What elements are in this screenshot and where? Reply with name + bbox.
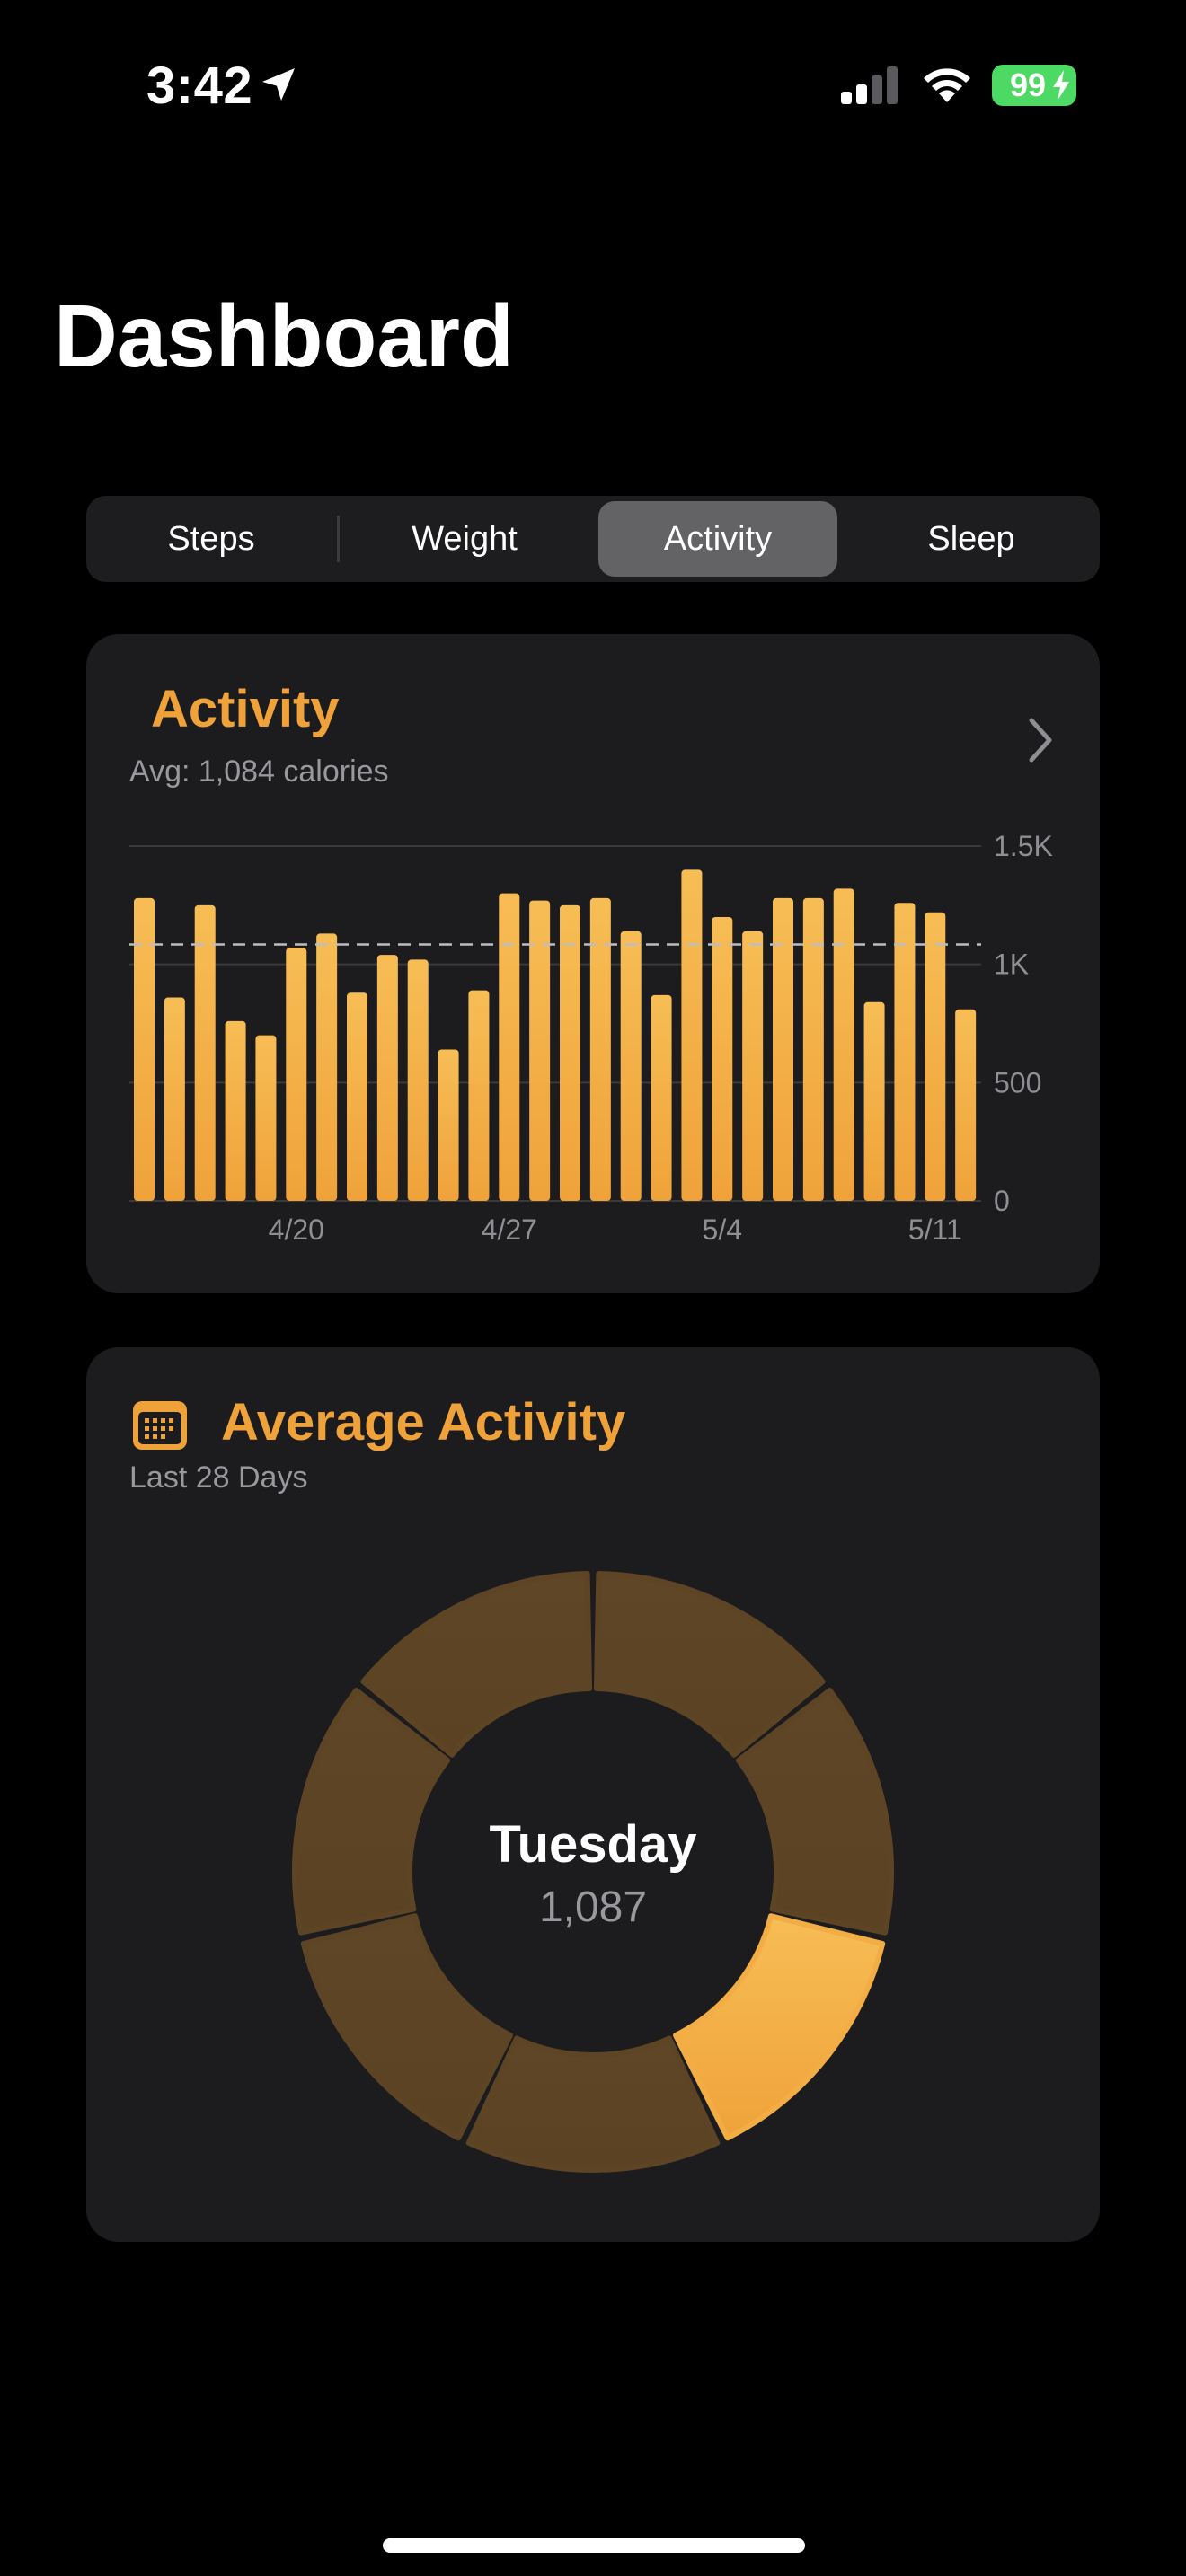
- x-tick-label: 5/11: [908, 1213, 962, 1246]
- activity-bar: [164, 997, 185, 1201]
- activity-bar: [286, 948, 307, 1201]
- battery-level: 99: [1009, 66, 1047, 103]
- donut-segment-monday[interactable]: [735, 1688, 894, 1936]
- activity-bar: [833, 888, 854, 1201]
- activity-bar: [255, 1035, 277, 1201]
- x-tick-label: 5/4: [703, 1213, 742, 1246]
- status-time: 3:42: [146, 57, 253, 115]
- activity-bar: [712, 917, 733, 1201]
- activity-bar: [802, 897, 824, 1201]
- donut-segment-thursday[interactable]: [300, 1913, 513, 2141]
- average-activity-title: Average Activity: [221, 1393, 626, 1451]
- charging-bolt-icon: [1053, 70, 1069, 101]
- tab-weight[interactable]: Weight: [412, 519, 518, 558]
- activity-bar: [225, 1020, 246, 1201]
- activity-bar: [651, 994, 672, 1201]
- activity-bar: [773, 897, 793, 1201]
- activity-bar: [438, 1049, 459, 1201]
- activity-bar: [529, 900, 551, 1201]
- activity-average-label: Avg: 1,084 calories: [129, 754, 389, 789]
- donut-segment-wednesday[interactable]: [465, 2035, 721, 2173]
- activity-bar: [955, 1009, 977, 1201]
- y-tick-label: 1K: [994, 948, 1029, 981]
- activity-bar: [134, 897, 155, 1201]
- cellular-signal-icon: [841, 66, 898, 104]
- activity-bar: [499, 893, 520, 1201]
- y-tick-label: 500: [994, 1066, 1041, 1098]
- donut-segment-tuesday[interactable]: [673, 1913, 886, 2141]
- x-tick-label: 4/27: [482, 1213, 537, 1246]
- tab-steps[interactable]: Steps: [167, 519, 255, 558]
- weekday-donut-chart[interactable]: [86, 1347, 1100, 2242]
- tab-activity[interactable]: Activity: [598, 501, 837, 577]
- activity-bar: [468, 990, 490, 1201]
- segment-divider: [337, 516, 340, 562]
- activity-bar: [681, 869, 703, 1201]
- activity-bar: [894, 903, 916, 1201]
- average-activity-card: Average Activity Last 28 Days Tuesday 1,…: [86, 1347, 1100, 2242]
- activity-bar: [863, 1001, 885, 1201]
- activity-card-title: Activity: [151, 680, 340, 738]
- activity-bar: [376, 955, 398, 1201]
- wifi-icon: [924, 68, 970, 102]
- activity-bar: [407, 959, 429, 1201]
- status-bar: 3:42 99: [0, 0, 1186, 171]
- tab-sleep[interactable]: Sleep: [927, 519, 1015, 558]
- page-title: Dashboard: [54, 287, 514, 385]
- selected-day-label: Tuesday: [489, 1815, 697, 1874]
- activity-bar: [925, 912, 946, 1201]
- metric-segmented-control: Steps Weight Activity Sleep: [86, 496, 1100, 582]
- activity-bar-chart: 0 500 1K 1.5K 4/20 4/27 5/4 5/11: [129, 830, 1053, 1246]
- chevron-right-icon[interactable]: [1022, 713, 1058, 767]
- x-tick-label: 4/20: [269, 1213, 324, 1246]
- activity-bar: [589, 897, 611, 1201]
- location-arrow-icon: [262, 68, 295, 101]
- donut-segment-sunday[interactable]: [593, 1571, 826, 1758]
- activity-card[interactable]: Activity Avg: 1,084 calories 0 500 1K 1.5K 4…: [86, 634, 1100, 1293]
- selected-day-value: 1,087: [538, 1883, 648, 1931]
- y-tick-label: 1.5K: [994, 830, 1053, 862]
- calendar-icon: [133, 1401, 187, 1450]
- activity-bar: [560, 904, 580, 1201]
- home-indicator[interactable]: [383, 2538, 805, 2553]
- donut-segment-friday[interactable]: [292, 1688, 451, 1936]
- average-activity-subtitle: Last 28 Days: [129, 1460, 308, 1495]
- activity-bar: [347, 992, 367, 1201]
- activity-bar: [742, 931, 764, 1201]
- battery-indicator: 99: [992, 65, 1076, 106]
- y-tick-label: 0: [994, 1185, 1010, 1217]
- activity-bar: [194, 904, 216, 1201]
- donut-segment-saturday[interactable]: [360, 1571, 593, 1758]
- activity-bar: [620, 931, 642, 1201]
- activity-bar: [316, 933, 338, 1201]
